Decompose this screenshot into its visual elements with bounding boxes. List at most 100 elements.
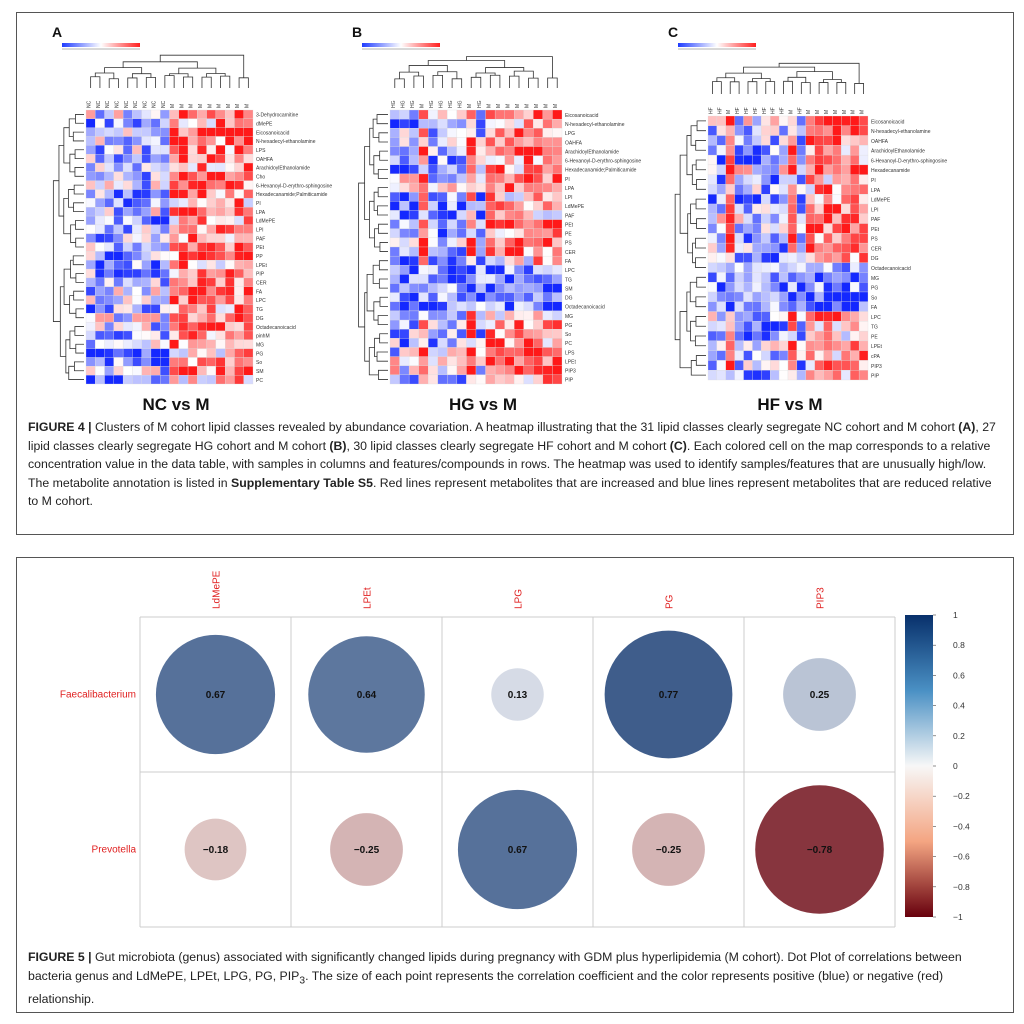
heatmap-cell — [418, 237, 429, 248]
heatmap-cell — [504, 310, 515, 321]
heatmap-cell — [418, 228, 429, 239]
heatmap-cell — [734, 135, 744, 146]
heatmap-cell — [542, 118, 553, 129]
heatmap-cell — [823, 203, 833, 214]
heatmap-cell — [215, 109, 226, 119]
heatmap-cell — [796, 340, 806, 351]
heatmap-cell — [197, 339, 207, 349]
heatmap-cell — [95, 251, 105, 261]
column-label: M — [467, 104, 473, 108]
heatmap-cell — [725, 321, 735, 332]
heatmap-cell — [796, 115, 806, 126]
heatmap-cell — [408, 265, 419, 275]
column-label: HF — [708, 107, 714, 114]
column-label: M — [806, 110, 812, 114]
heatmap-cell — [841, 330, 851, 342]
heatmap-cell — [485, 356, 496, 366]
heatmap-cell — [466, 301, 477, 312]
heatmap-cell — [504, 210, 515, 220]
heatmap-cell — [132, 330, 142, 340]
heatmap-cell — [169, 171, 179, 181]
heatmap-cell — [122, 295, 133, 305]
column-label: NC — [96, 100, 102, 108]
heatmap-cell — [85, 171, 96, 181]
heatmap-cell — [743, 233, 753, 244]
heatmap-cell — [132, 162, 142, 173]
heatmap-cell — [814, 164, 824, 175]
heatmap-cell — [841, 174, 851, 185]
heatmap-cell — [234, 375, 244, 385]
column-label: HF — [735, 107, 741, 114]
column-dendrogram-branch — [712, 81, 722, 94]
heatmap-cell — [197, 207, 207, 217]
heatmap-cell — [141, 224, 152, 234]
row-label: LPI — [871, 207, 879, 213]
panel-title: NC vs M — [142, 395, 209, 414]
heatmap-cell — [778, 115, 789, 126]
heatmap-cell — [243, 286, 254, 296]
heatmap-cell — [796, 233, 806, 244]
heatmap-cell — [428, 118, 438, 129]
heatmap-cell — [113, 330, 124, 340]
heatmap-cell — [850, 272, 860, 283]
heatmap-cell — [761, 340, 771, 351]
heatmap-cell — [552, 155, 563, 165]
heatmap-cell — [243, 215, 254, 226]
heatmap-cell — [850, 282, 860, 293]
heatmap-cell — [418, 347, 429, 357]
heatmap-cell — [533, 219, 544, 229]
heatmap-cell — [858, 164, 869, 175]
heatmap-cell — [169, 224, 179, 234]
heatmap-cell — [132, 268, 142, 279]
heatmap-cell — [178, 268, 189, 279]
heatmap-cell — [187, 215, 198, 226]
heatmap-cell — [215, 118, 226, 128]
heatmap-cell — [169, 313, 179, 323]
heatmap-cell — [399, 173, 410, 184]
heatmap-cell — [178, 215, 189, 226]
heatmap-cell — [428, 219, 438, 229]
heatmap-cell — [716, 154, 726, 166]
heatmap-cell — [122, 109, 133, 119]
heatmap-cell — [206, 348, 217, 358]
heatmap-cell — [178, 375, 189, 385]
heatmap-cell — [707, 330, 718, 342]
heatmap-cell — [160, 154, 170, 164]
heatmap-cell — [523, 274, 534, 284]
column-dendrogram-branch — [164, 75, 175, 88]
heatmap-cell — [141, 145, 152, 155]
heatmap-cell — [178, 295, 189, 305]
heatmap-cell — [169, 136, 179, 146]
heatmap-cell — [215, 154, 226, 164]
heatmap-cell — [160, 304, 170, 314]
heatmap-cell — [466, 329, 477, 339]
heatmap-cell — [178, 136, 189, 146]
row-dendrogram-branch — [379, 242, 388, 252]
row-dendrogram-branch — [379, 150, 388, 161]
heatmap-cell — [707, 242, 718, 254]
heatmap-cell — [104, 198, 114, 208]
heatmap-cell — [466, 146, 477, 156]
heatmap-cell — [504, 365, 515, 376]
heatmap-cell — [485, 118, 496, 129]
heatmap-cell — [761, 350, 771, 361]
heatmap-cell — [178, 242, 189, 252]
heatmap-cell — [437, 329, 448, 339]
heatmap-cell — [814, 223, 824, 234]
heatmap-cell — [504, 164, 515, 175]
heatmap-cell — [504, 374, 515, 385]
heatmap-cell — [150, 375, 161, 385]
heatmap-cell — [169, 366, 179, 376]
heatmap-cell — [389, 265, 400, 275]
heatmap-cell — [716, 282, 726, 293]
heatmap-cell — [122, 260, 133, 270]
heatmap-cell — [234, 189, 244, 199]
heatmap-cell — [466, 319, 477, 330]
heatmap-cell — [132, 321, 142, 332]
heatmap-cell — [150, 145, 161, 155]
heatmap-cell — [150, 127, 161, 137]
heatmap-cell — [485, 237, 496, 248]
heatmap-cell — [796, 311, 806, 322]
heatmap-cell — [514, 228, 524, 239]
heatmap-cell — [456, 219, 467, 229]
